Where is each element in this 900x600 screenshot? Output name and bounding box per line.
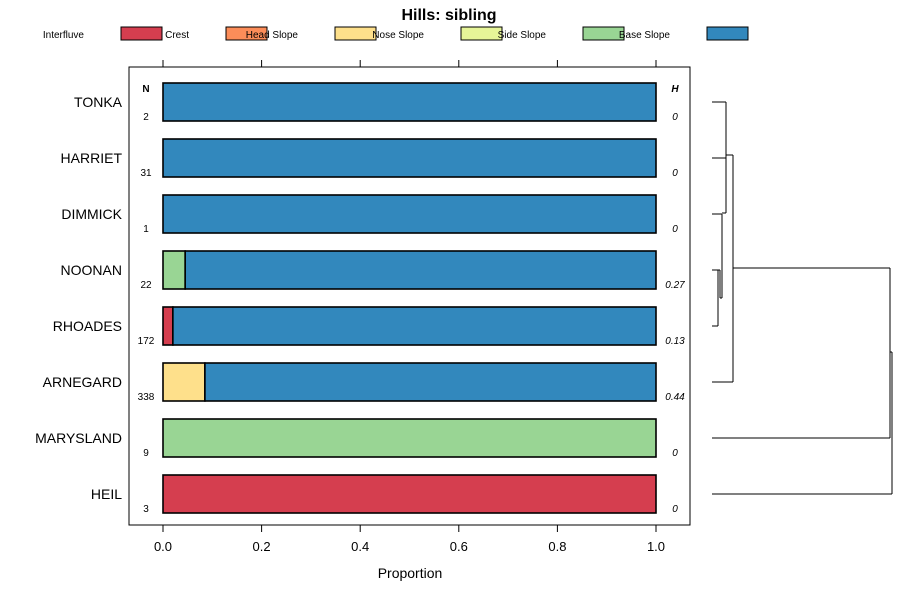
n-value-arnegard: 338	[138, 392, 155, 403]
bar-harriet-base-slope	[162, 138, 657, 178]
bar-dimmick-base-slope	[162, 194, 657, 234]
x-tick-label: 0.0	[154, 539, 172, 554]
row-label-harriet: HARRIET	[61, 150, 123, 166]
h-column-header: H	[671, 84, 679, 95]
h-value-heil: 0	[672, 504, 678, 515]
n-value-rhoades: 172	[138, 336, 155, 347]
bar-arnegard-base-slope	[204, 362, 657, 402]
bar-noonan-side-slope	[162, 250, 186, 290]
bar-arnegard-head-slope	[162, 362, 206, 402]
row-labels: TONKA 2 0 HARRIET 31 0 DIMMICK 1 0 NOONAN 22 0.27 RH…	[35, 94, 685, 515]
n-value-tonka: 2	[143, 112, 149, 123]
x-tick-label: 0.2	[253, 539, 271, 554]
n-value-noonan: 22	[140, 280, 152, 291]
x-tick-label: 1.0	[647, 539, 665, 554]
legend-swatch-crest	[225, 26, 268, 41]
x-axis: 0.0 0.2 0.4 0.6 0.8 1.0	[154, 60, 665, 554]
legend-label-interfluve: Interfluve	[43, 30, 85, 41]
bar-marysland-side-slope	[162, 418, 657, 458]
legend-swatch-head-slope	[334, 26, 377, 41]
x-tick-label: 0.8	[548, 539, 566, 554]
legend-swatch-base-slope	[706, 26, 749, 41]
h-value-harriet: 0	[672, 168, 678, 179]
plot-panel	[128, 66, 691, 526]
bar-rhoades-base-slope	[172, 306, 657, 346]
n-value-marysland: 9	[143, 448, 149, 459]
x-tick-label: 0.6	[450, 539, 468, 554]
h-value-tonka: 0	[672, 112, 678, 123]
h-value-dimmick: 0	[672, 224, 678, 235]
n-column-header: N	[142, 84, 149, 95]
legend: Interfluve Crest Head Slope Nose Slope Side …	[43, 26, 749, 41]
row-label-rhoades: RHOADES	[53, 318, 122, 334]
bars	[162, 82, 657, 514]
row-label-heil: HEIL	[91, 486, 122, 502]
row-label-marysland: MARYSLAND	[35, 430, 122, 446]
n-value-harriet: 31	[140, 168, 152, 179]
legend-label-crest: Crest	[165, 30, 189, 41]
dendrogram	[712, 101, 893, 495]
row-label-dimmick: DIMMICK	[61, 206, 122, 222]
legend-label-side-slope: Side Slope	[498, 30, 547, 41]
legend-label-base-slope: Base Slope	[619, 30, 671, 41]
legend-swatch-side-slope	[582, 26, 625, 41]
row-label-noonan: NOONAN	[61, 262, 122, 278]
h-value-arnegard: 0.44	[665, 392, 685, 403]
n-value-dimmick: 1	[143, 224, 149, 235]
bar-heil-interfluve	[162, 474, 657, 514]
bar-noonan-base-slope	[184, 250, 657, 290]
x-tick-label: 0.4	[351, 539, 369, 554]
legend-label-head-slope: Head Slope	[246, 30, 299, 41]
h-value-noonan: 0.27	[665, 280, 685, 291]
bar-rhoades-interfluve	[162, 306, 174, 346]
n-value-heil: 3	[143, 504, 149, 515]
bar-tonka-base-slope	[162, 82, 657, 122]
chart-title: Hills: sibling	[401, 7, 496, 24]
legend-label-nose-slope: Nose Slope	[372, 30, 424, 41]
h-value-rhoades: 0.13	[665, 336, 685, 347]
row-label-arnegard: ARNEGARD	[43, 374, 122, 390]
h-value-marysland: 0	[672, 448, 678, 459]
row-label-tonka: TONKA	[74, 94, 123, 110]
legend-swatch-interfluve	[120, 26, 163, 41]
x-axis-title: Proportion	[378, 565, 443, 581]
legend-swatch-nose-slope	[460, 26, 503, 41]
